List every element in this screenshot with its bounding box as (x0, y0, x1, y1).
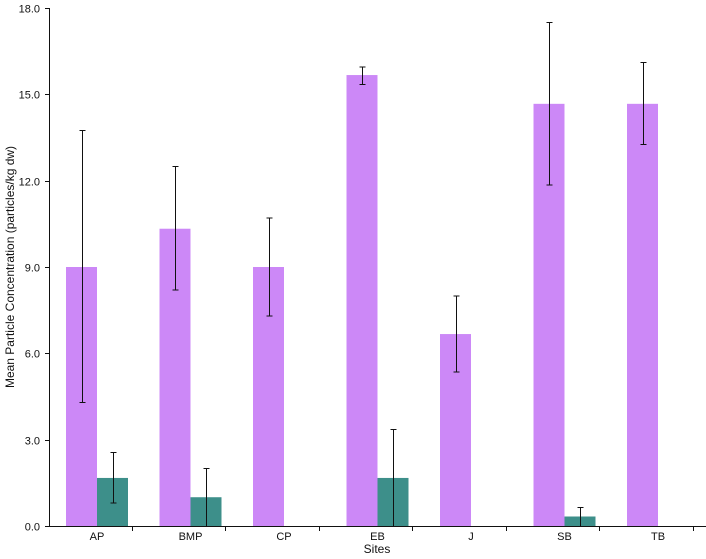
y-axis-title: Mean Particle Concentration (particles/k… (3, 146, 17, 388)
y-tick-label: 12.0 (19, 177, 40, 189)
y-tick-label: 9.0 (25, 263, 40, 275)
bar-series-1 (627, 103, 658, 526)
x-tick-label: EB (370, 531, 385, 543)
bar-series-1 (346, 75, 378, 527)
bars-layer (66, 75, 658, 527)
bar-series-1 (440, 334, 471, 526)
x-ticks-layer: AP BMP CP EB J SB TB (90, 526, 694, 543)
y-tick-label: 6.0 (25, 349, 40, 361)
x-tick-label: AP (90, 531, 105, 543)
x-axis-title: Sites (364, 542, 391, 556)
bar-series-1 (253, 267, 284, 526)
y-ticks-layer: 0.0 3.0 6.0 9.0 12.0 15.0 18.0 (19, 4, 50, 534)
x-tick-label: J (468, 531, 474, 543)
error-bars-layer (79, 21, 647, 526)
y-tick-label: 3.0 (25, 436, 40, 448)
y-tick-label: 15.0 (19, 90, 40, 102)
x-tick-label: BMP (179, 531, 203, 543)
bar-series-1 (66, 267, 97, 526)
x-tick-label: TB (651, 531, 665, 543)
y-tick-label: 0.0 (25, 522, 40, 534)
x-tick-label: CP (276, 531, 291, 543)
bar-series-2 (97, 477, 128, 526)
y-tick-label: 18.0 (19, 4, 40, 16)
x-tick-label: SB (557, 531, 572, 543)
